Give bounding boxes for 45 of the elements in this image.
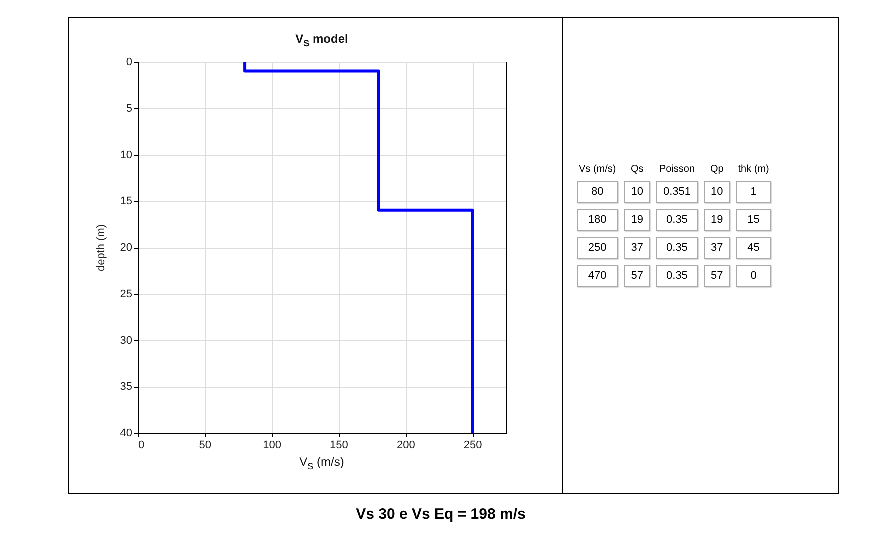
category-label: Vs (m/s) xyxy=(578,164,618,175)
text: 37 xyxy=(624,237,650,259)
y-tick-label: 30 xyxy=(120,334,132,347)
y-axis-title: depth (m) xyxy=(95,224,108,272)
text: 19 xyxy=(704,209,730,231)
text: 10 xyxy=(704,181,730,203)
x-tick-label: 50 xyxy=(199,440,212,452)
text: 0.35 xyxy=(656,265,698,287)
x-tick-label: 0 xyxy=(138,440,145,452)
y-tick-label: 35 xyxy=(120,381,132,394)
text: 15 xyxy=(736,209,772,231)
y-tick-label: 0 xyxy=(126,56,132,68)
text: 45 xyxy=(736,237,772,259)
text: 80 xyxy=(577,181,618,203)
text: 57 xyxy=(704,265,730,287)
text: 180 xyxy=(577,209,618,231)
text: 57 xyxy=(624,265,650,287)
text: 0.35 xyxy=(656,237,698,259)
category-label: Poisson xyxy=(658,164,696,175)
text: 250 xyxy=(577,237,618,259)
text: 37 xyxy=(704,237,730,259)
text: 0.35 xyxy=(656,209,698,231)
y-tick-label: 10 xyxy=(120,149,132,162)
y-tick-label: 5 xyxy=(126,102,132,115)
text: 19 xyxy=(624,209,650,231)
text: Vs 30 e Vs Eq = 198 m/s xyxy=(355,506,527,523)
y-tick-label: 25 xyxy=(120,288,132,300)
category-label: thk (m) xyxy=(737,164,770,175)
line-series xyxy=(244,60,474,434)
text: 470 xyxy=(577,265,618,287)
text: 1 xyxy=(736,181,772,203)
category-label: Qs xyxy=(630,164,645,175)
y-tick-label: 40 xyxy=(120,428,132,440)
text: 0 xyxy=(736,265,772,287)
chart-title: V$_{S}$ model xyxy=(294,32,350,48)
x-tick-label: 200 xyxy=(396,440,416,452)
x-tick-label: 100 xyxy=(263,440,282,452)
x-tick-label: 250 xyxy=(464,440,482,452)
y-tick-label: 20 xyxy=(120,242,132,254)
x-tick-label: 150 xyxy=(330,440,348,452)
text: 10 xyxy=(624,181,650,203)
category-label: Qp xyxy=(709,164,725,175)
text: 0.351 xyxy=(656,181,698,203)
y-tick-label: 15 xyxy=(120,196,132,208)
x-axis-title: V$_{S}$ (m/s) xyxy=(298,455,346,472)
